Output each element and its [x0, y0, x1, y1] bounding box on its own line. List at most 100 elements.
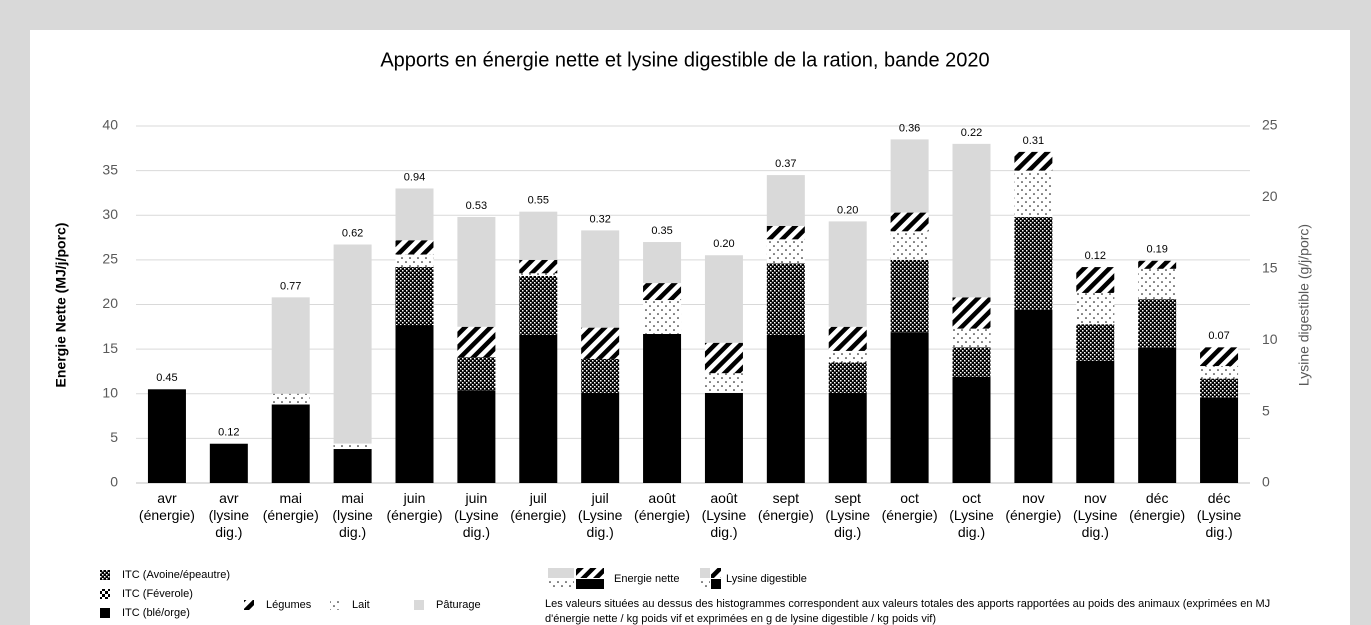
x-tick-label-line: (énergie): [263, 507, 319, 523]
y2-tick-label: 0: [1262, 474, 1270, 490]
x-tick-label-line: (Lysine: [1073, 507, 1118, 523]
bar-segment: [395, 325, 434, 483]
x-tick-label-line: août: [648, 490, 675, 506]
x-tick-label: sept (énergie): [758, 490, 814, 523]
legend-label: Lait: [352, 599, 370, 611]
note: d'énergie nette / kg poids vif et exprim…: [545, 613, 936, 625]
x-tick-label: juil (Lysine dig.): [578, 490, 623, 540]
legend-swatch: [100, 570, 110, 580]
x-tick-label-line: nov: [1022, 490, 1045, 506]
x-tick-label-line: juin: [403, 490, 426, 506]
y-tick-label: 20: [102, 295, 118, 311]
y2-axis-title: Lysine digestible (g/j/porc): [1296, 224, 1312, 386]
chart-title: Apports en énergie nette et lysine diges…: [380, 49, 989, 71]
y2-tick-label: 20: [1262, 188, 1278, 204]
x-tick-label-line: juin: [464, 490, 487, 506]
bar-segment: [828, 392, 867, 483]
y-tick-label: 30: [102, 206, 118, 222]
x-tick-label: oct (Lysine dig.): [949, 490, 994, 540]
bar-segment: [519, 273, 558, 276]
bar-segment: [890, 212, 929, 232]
x-tick-label-line: (Lysine: [825, 507, 870, 523]
total-label: 0.22: [961, 127, 982, 139]
x-tick-label-line: dig.): [710, 524, 737, 540]
legend-swatch: [100, 608, 110, 618]
x-tick-label-line: mai: [279, 490, 302, 506]
x-tick-label: août (énergie): [634, 490, 690, 523]
x-tick-label-line: (énergie): [1005, 507, 1061, 523]
y-tick-label: 10: [102, 384, 118, 400]
x-tick-label-line: avr: [219, 490, 239, 506]
bar-segment: [1076, 267, 1115, 293]
legend-swatch: [244, 600, 254, 610]
bar-segment: [828, 326, 867, 351]
bar-segment: [704, 373, 743, 393]
x-tick-label-line: (Lysine: [578, 507, 623, 523]
bar-segment: [952, 297, 991, 329]
bar-segment: [890, 259, 929, 333]
legend-swatch: [414, 600, 424, 610]
bar-segment: [766, 239, 805, 264]
x-tick-label-line: dig.): [463, 524, 490, 540]
x-tick-label: déc (Lysine dig.): [1197, 490, 1242, 540]
bar-segment: [457, 357, 496, 391]
y-tick-label: 15: [102, 340, 118, 356]
bar-segment: [704, 392, 743, 483]
bar-segment: [828, 221, 867, 327]
total-label: 0.31: [1023, 135, 1044, 147]
x-tick-label-line: (lysine: [209, 507, 250, 523]
x-tick-label-line: dig.): [1082, 524, 1109, 540]
legend-swatch: [100, 589, 110, 599]
bar-segment: [766, 263, 805, 335]
bar-segment: [395, 267, 434, 326]
x-tick-label-line: déc: [1146, 490, 1169, 506]
bar-segment: [271, 393, 310, 405]
y-tick-label: 35: [102, 161, 118, 177]
legend-swatch: [548, 568, 574, 578]
total-label: 0.19: [1146, 244, 1167, 256]
legend-swatch: [548, 579, 574, 589]
x-tick-label-line: (énergie): [139, 507, 195, 523]
bar-segment: [1076, 324, 1115, 361]
x-tick-label-line: dig.): [1205, 524, 1232, 540]
legend-swatch: [711, 579, 721, 589]
legend-swatch: [700, 568, 710, 578]
bar-segment: [581, 230, 620, 328]
bar-segment: [1200, 378, 1239, 398]
x-tick-label-line: (énergie): [1129, 507, 1185, 523]
x-tick-label-line: mai: [341, 490, 364, 506]
total-label: 0.53: [466, 200, 487, 212]
x-tick-label-line: dig.): [587, 524, 614, 540]
x-tick-label: juin (énergie): [386, 490, 442, 523]
bar-segment: [952, 328, 991, 348]
x-tick-label: déc (énergie): [1129, 490, 1185, 523]
bar-segment: [1076, 292, 1115, 325]
x-tick-label-line: oct: [962, 490, 981, 506]
legend-swatch: [576, 568, 604, 578]
total-label: 0.32: [589, 213, 610, 225]
bar-segment: [395, 240, 434, 255]
total-label: 0.45: [156, 372, 177, 384]
bar-segment: [1014, 309, 1053, 483]
x-tick-label: août (Lysine dig.): [702, 490, 747, 540]
x-tick-label-line: (Lysine: [702, 507, 747, 523]
bar-segment: [643, 300, 682, 334]
y-tick-label: 40: [102, 117, 118, 133]
x-tick-label: nov (Lysine dig.): [1073, 490, 1118, 540]
y-tick-label: 5: [110, 429, 118, 445]
legend-label: Pâturage: [436, 599, 481, 611]
y2-tick-label: 15: [1262, 260, 1278, 276]
bar-segment: [333, 449, 372, 483]
bar-segment: [395, 254, 434, 268]
legend-key-label: Energie nette: [614, 573, 679, 585]
y2-tick-label: 10: [1262, 331, 1278, 347]
bar-segment: [1014, 151, 1053, 171]
bar-segment: [952, 376, 991, 483]
x-tick-label-line: dig.): [339, 524, 366, 540]
bar-segment: [1138, 268, 1177, 300]
bar-segment: [519, 275, 558, 335]
x-tick-label-line: (Lysine: [454, 507, 499, 523]
bar-segment: [766, 175, 805, 226]
y-tick-label: 25: [102, 251, 118, 267]
bar-segment: [704, 342, 743, 374]
